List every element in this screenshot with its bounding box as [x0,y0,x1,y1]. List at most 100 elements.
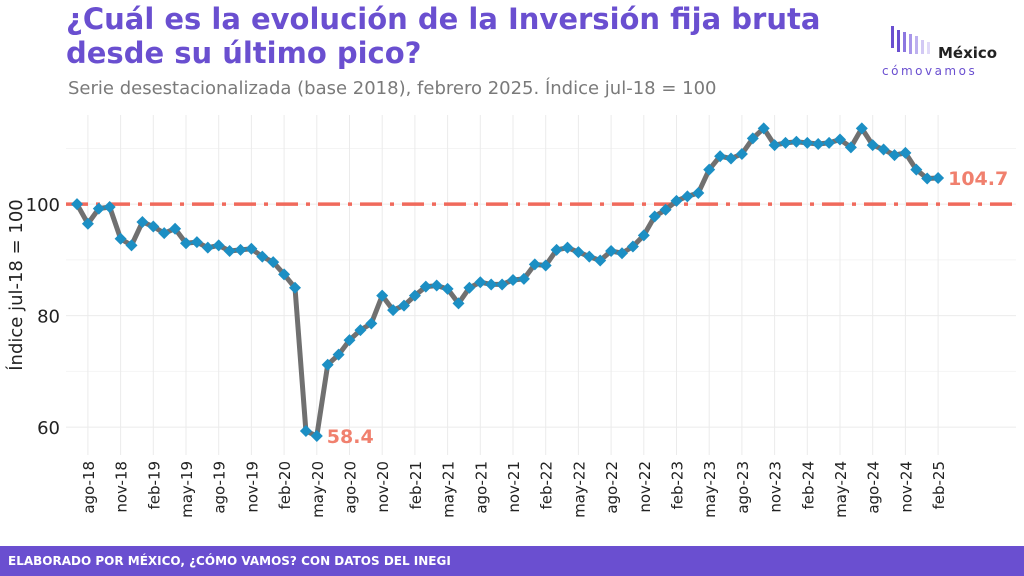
data-point [757,122,770,135]
data-point [790,135,803,148]
data-point [659,203,672,216]
data-point [180,237,192,250]
data-point [430,279,443,292]
footer-credit: ELABORADO POR MÉXICO, ¿CÓMO VAMOS? CON D… [8,554,451,568]
data-point [419,280,432,293]
data-point [932,171,945,184]
data-point [616,247,628,260]
logo-name: México [938,44,998,62]
data-point [692,187,705,200]
data-point [299,425,312,438]
data-point [855,122,868,135]
data-point [441,282,454,295]
data-point [681,190,694,203]
x-tick-label: feb-25 [930,461,948,510]
data-point [474,276,487,289]
x-tick-label: ago-19 [211,461,229,514]
x-tick-label: ago-23 [734,461,752,514]
data-point [605,245,618,257]
data-point [169,222,182,235]
x-tick-label: nov-21 [505,461,523,513]
x-tick-label: ago-18 [80,461,98,514]
data-point [877,143,890,156]
data-point [910,163,923,176]
data-point [92,202,105,215]
data-point [801,136,814,149]
series-markers [71,122,945,443]
data-point [485,278,498,291]
data-point [343,334,356,347]
data-point [310,430,323,443]
data-point [735,148,748,161]
data-point [256,250,269,263]
chart-grid [66,115,1016,455]
data-point [147,220,160,233]
x-tick-label: ago-24 [865,461,883,514]
data-point [746,132,759,145]
data-point [321,358,334,371]
data-point [866,139,879,152]
data-label: 104.7 [948,168,1008,190]
data-point [332,348,345,361]
logo-bars-icon [891,26,930,54]
data-point [71,198,83,211]
x-tick-label: nov-24 [897,461,915,513]
data-point [158,227,171,240]
data-point [517,272,530,285]
data-point [190,236,203,249]
data-point [496,278,509,291]
y-tick-label: 80 [37,307,60,328]
data-point [583,250,596,263]
data-point [550,243,563,256]
x-tick-label: feb-23 [669,461,687,510]
data-point [561,241,574,254]
x-tick-label: may-21 [440,461,458,518]
x-tick-label: feb-24 [799,461,817,510]
data-point [234,243,247,256]
x-tick-label: nov-20 [374,461,392,513]
line-chart: 60 80 100 ago-18 nov-18 feb-19 may-19 ago-19 no… [5,115,1016,518]
data-point [365,317,378,330]
data-point [463,281,476,294]
annotations: 58.4 104.7 [327,168,1008,448]
y-tick-label: 60 [37,418,60,439]
x-tick-label: ago-22 [603,461,621,514]
chart-subtitle: Serie desestacionalizada (base 2018), fe… [68,78,717,99]
data-point [223,245,236,257]
data-point [834,133,846,146]
data-point [714,150,727,163]
data-point [81,217,94,230]
data-point [125,239,138,252]
y-tick-labels: 60 80 100 [26,195,60,439]
data-point [921,172,934,185]
data-label: 58.4 [327,426,374,448]
y-axis-label: Índice jul-18 = 100 [5,199,27,371]
x-tick-label: nov-19 [243,461,261,513]
data-point [572,246,585,259]
x-tick-label: feb-19 [145,461,163,510]
chart-title: ¿Cuál es la evolución de la Inversión fi… [66,2,821,70]
x-tick-label: nov-22 [636,461,654,513]
data-point [594,254,607,267]
data-point [539,259,552,272]
x-tick-label: ago-21 [472,461,490,514]
x-tick-label: may-24 [832,461,850,518]
data-point [136,216,149,229]
data-point [768,139,781,152]
data-point [398,299,410,312]
data-point [626,240,639,253]
x-tick-label: nov-23 [767,461,785,513]
data-point [114,232,127,245]
data-point [278,268,291,281]
data-point [637,229,650,242]
x-tick-label: may-22 [570,461,588,518]
data-point [289,281,301,294]
data-point [703,163,716,176]
x-tick-label: may-20 [309,461,327,518]
data-point [452,297,465,310]
data-point [103,200,116,213]
data-point [899,146,912,159]
data-point [779,136,792,149]
x-tick-label: may-23 [701,461,719,518]
logo-tagline: cómovamos [882,64,978,78]
